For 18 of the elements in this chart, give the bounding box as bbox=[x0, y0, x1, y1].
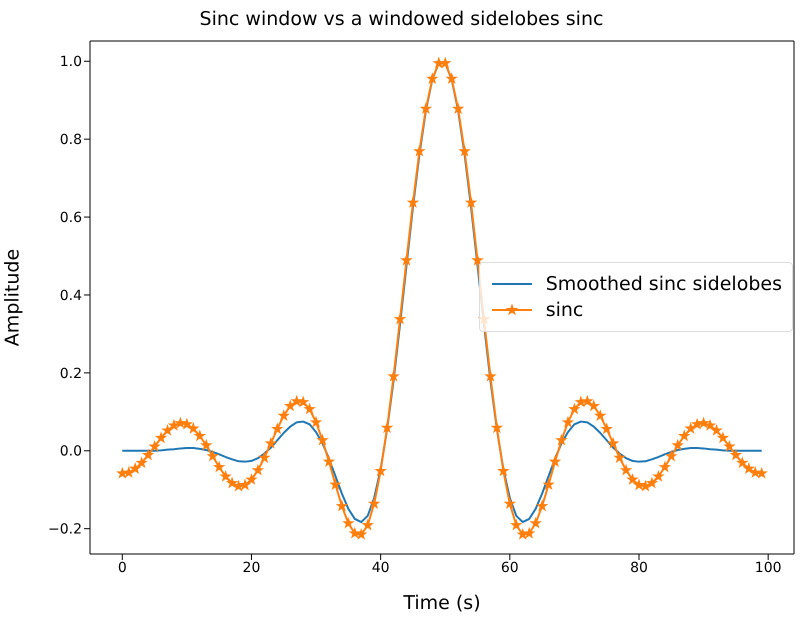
x-tick-label: 40 bbox=[372, 560, 390, 576]
legend-label: sinc bbox=[546, 299, 584, 321]
chart-title: Sinc window vs a windowed sidelobes sinc bbox=[198, 8, 604, 30]
y-tick-label: 0.0 bbox=[60, 444, 82, 460]
legend-label: Smoothed sinc sidelobes bbox=[546, 273, 782, 295]
x-axis-title: Time (s) bbox=[402, 592, 481, 614]
y-tick-label: 1.0 bbox=[60, 54, 82, 70]
y-axis-title: Amplitude bbox=[2, 248, 24, 346]
y-tick-label: 0.8 bbox=[60, 132, 82, 148]
y-tick-label: 0.2 bbox=[60, 366, 82, 382]
x-tick-label: 80 bbox=[630, 560, 648, 576]
y-tick-label: 0.4 bbox=[60, 288, 82, 304]
y-tick-label: −0.2 bbox=[48, 522, 82, 538]
x-tick-label: 100 bbox=[754, 560, 782, 576]
y-tick-label: 0.6 bbox=[60, 210, 82, 226]
x-tick-label: 0 bbox=[118, 560, 127, 576]
x-tick-label: 20 bbox=[242, 560, 260, 576]
x-tick-label: 60 bbox=[500, 560, 519, 576]
